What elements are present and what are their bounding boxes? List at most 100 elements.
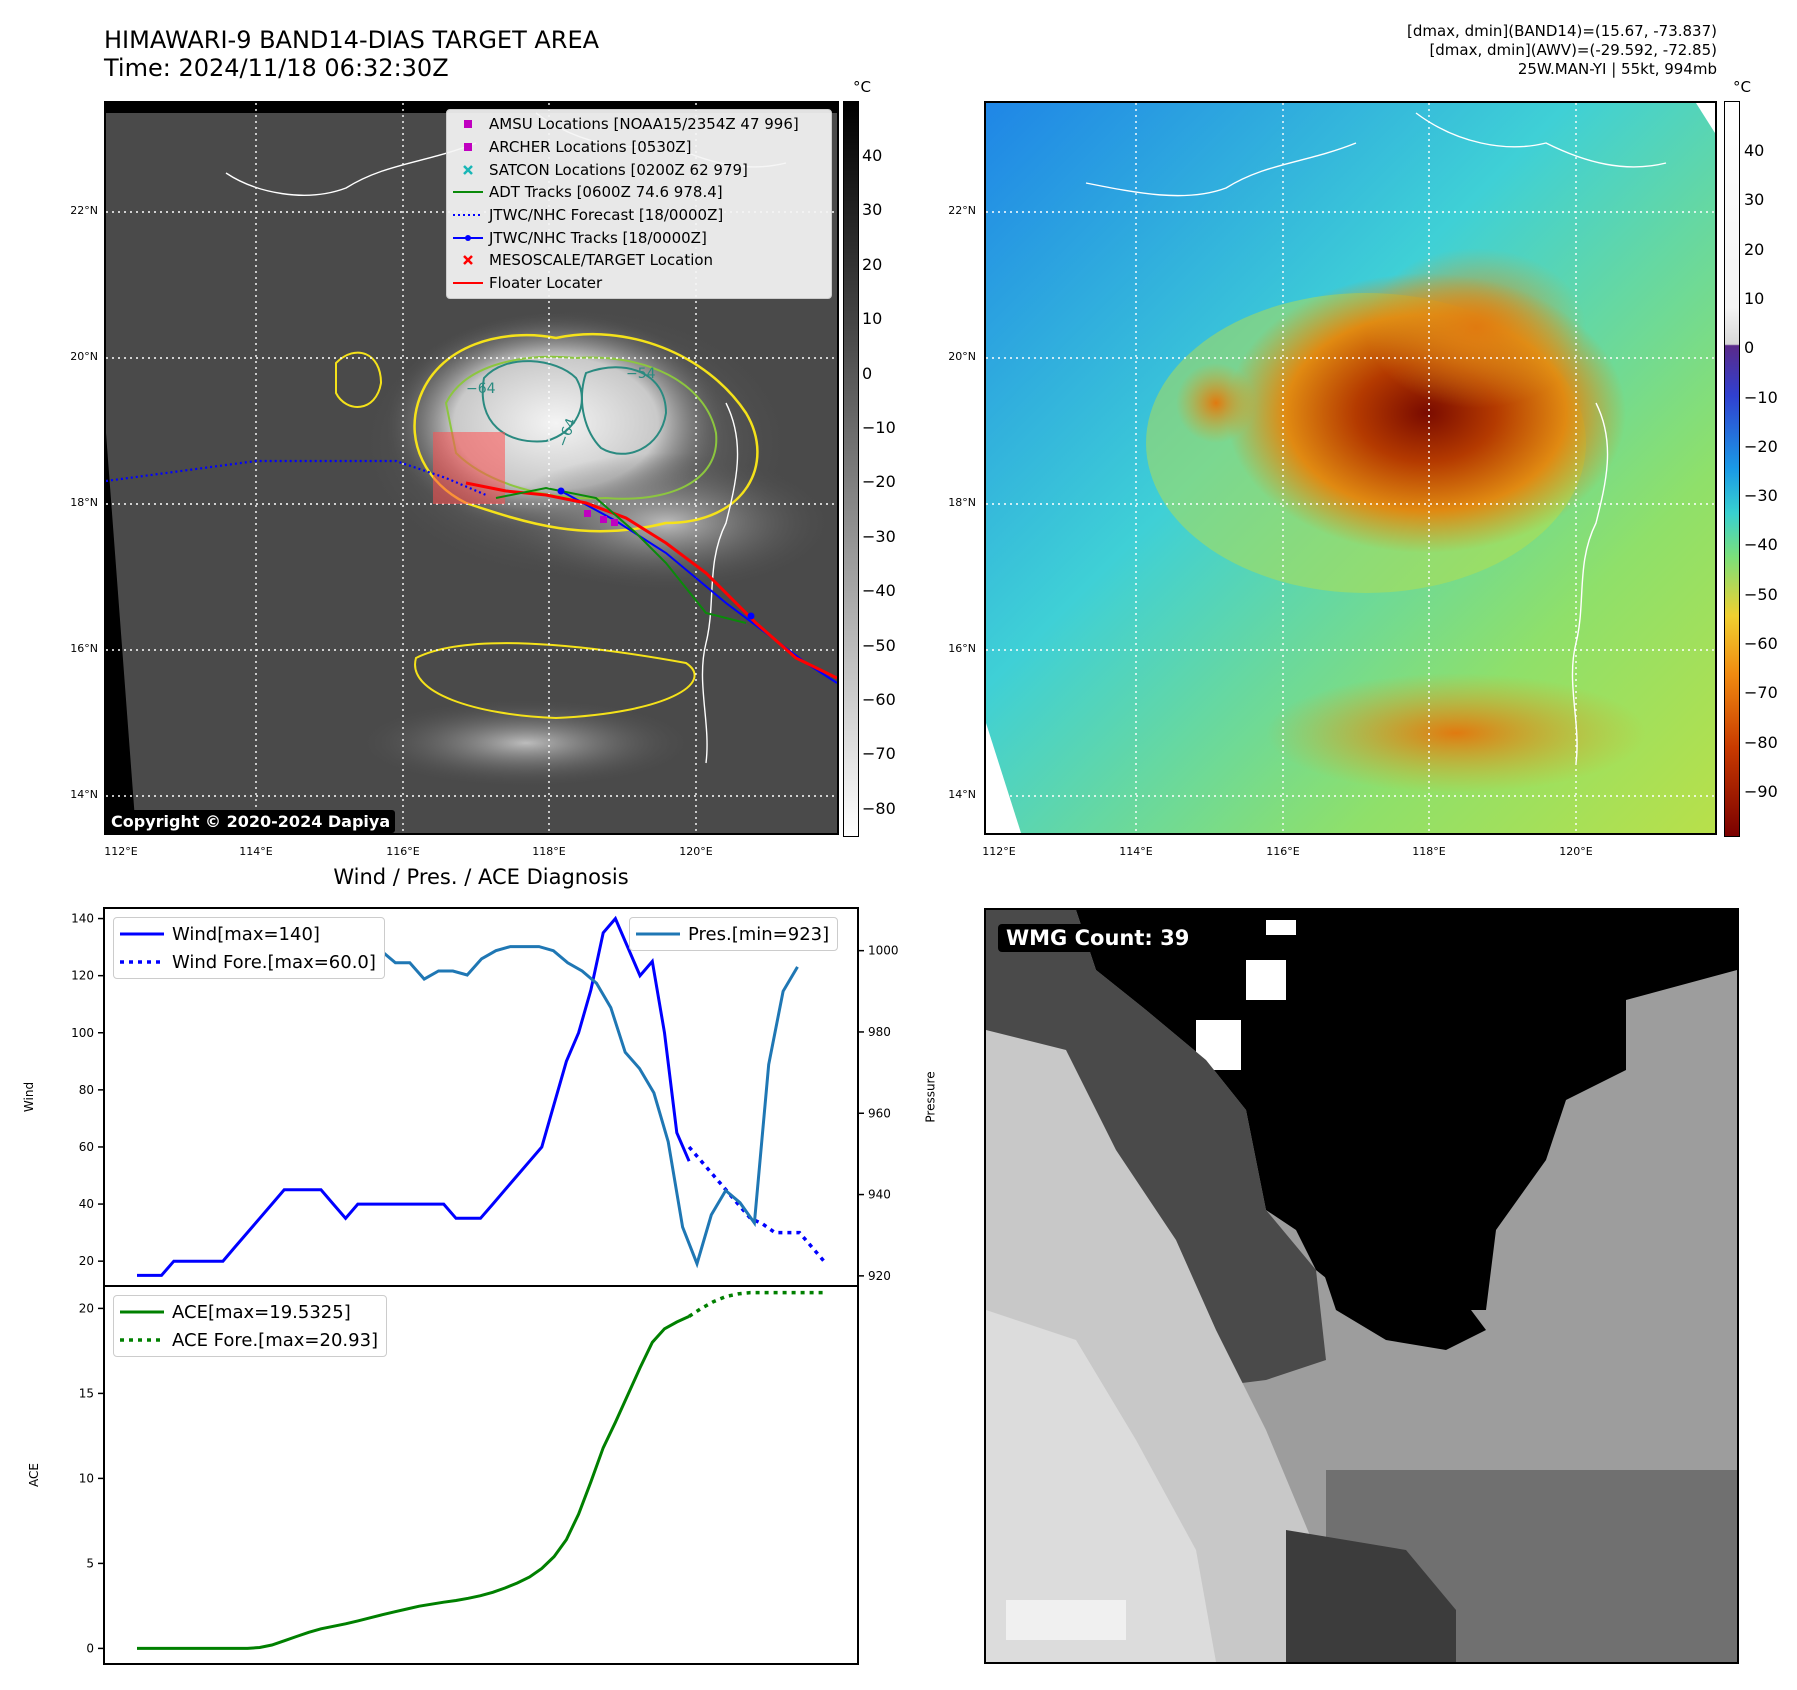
ir-legend-label: JTWC/NHC Tracks [18/0000Z] xyxy=(489,228,707,247)
floater-box xyxy=(433,432,505,504)
ace-legend-row: ACE[max=19.5325] xyxy=(120,1298,378,1326)
awv-lat-18: 18°N xyxy=(948,496,976,509)
ir-legend-label: Floater Locater xyxy=(489,274,603,293)
jtwc-forecast-track xyxy=(106,459,487,497)
storm-info: [dmax, dmin](BAND14)=(15.67, -73.837) [d… xyxy=(1407,22,1717,79)
ir-colorbar-tick: 30 xyxy=(862,200,883,220)
contour-south-band xyxy=(414,642,696,720)
wind-fore-legend-swatch xyxy=(120,960,164,964)
awv-colorbar-tick: −20 xyxy=(1744,436,1778,456)
contour-teal-2 xyxy=(580,366,668,455)
ir-colorbar-tick: −20 xyxy=(862,472,896,492)
wind-legend-row: Wind[max=140] xyxy=(120,920,376,948)
ir-legend-symbol xyxy=(447,254,489,266)
awv-patch-north xyxy=(1366,248,1586,408)
ace-tick-label: 5 xyxy=(86,1556,94,1570)
ir-legend-item: ARCHER Locations [0530Z] xyxy=(447,136,827,159)
coastline-luzon xyxy=(701,402,739,764)
wmg-white-patch-3 xyxy=(1266,920,1296,935)
ir-colorbar-tick: 20 xyxy=(862,254,883,274)
ir-legend-label: JTWC/NHC Forecast [18/0000Z] xyxy=(489,206,724,225)
wmg-count-label: WMG Count: 39 xyxy=(998,924,1198,952)
ir-legend-symbol xyxy=(447,164,489,176)
ace-fore-legend-swatch xyxy=(120,1338,164,1342)
figure-title: HIMAWARI-9 BAND14-DIAS TARGET AREA Time:… xyxy=(104,26,599,82)
pressure-legend: Pres.[min=923] xyxy=(629,917,839,951)
awv-coastline-luzon xyxy=(1571,402,1609,764)
ir-nodata-strip xyxy=(106,103,837,113)
ace-axes-frame xyxy=(103,1285,859,1665)
ir-legend-symbol xyxy=(447,141,489,153)
contour-label-1: −64 xyxy=(466,381,496,397)
awv-colorbar-unit: °C xyxy=(1733,78,1751,96)
ace-fore-legend-label: ACE Fore.[max=20.93] xyxy=(172,1329,379,1351)
ir-colorbar-tick: −40 xyxy=(862,581,896,601)
awv-colorbar-tick: −80 xyxy=(1744,732,1778,752)
awv-colorbar-tick: −10 xyxy=(1744,387,1778,407)
archer-marker-1 xyxy=(584,510,591,517)
awv-colorbar-tick: −40 xyxy=(1744,535,1778,555)
ir-lat-16: 16°N xyxy=(70,642,98,655)
awv-colorbar-tick: −70 xyxy=(1744,683,1778,703)
awv-image xyxy=(986,103,1715,833)
pressure-tick-label: 980 xyxy=(868,1025,891,1039)
ir-colorbar-tick: −30 xyxy=(862,526,896,546)
wind-tick-label: 120 xyxy=(71,969,94,983)
awv-lat-20: 20°N xyxy=(948,350,976,363)
diagnosis-title: Wind / Pres. / ACE Diagnosis xyxy=(333,865,629,889)
ace-forecast-series xyxy=(688,1290,824,1318)
ir-legend-label: SATCON Locations [0200Z 62 979] xyxy=(489,160,748,179)
ir-lat-14: 14°N xyxy=(70,788,98,801)
pressure-legend-label: Pres.[min=923] xyxy=(688,923,830,945)
wind-series xyxy=(137,915,691,1277)
awv-colorbar-tick: 20 xyxy=(1744,239,1765,259)
info-band14: [dmax, dmin](BAND14)=(15.67, -73.837) xyxy=(1406,22,1717,40)
contour-small-west xyxy=(335,351,383,408)
ir-legend-symbol xyxy=(447,280,489,286)
ir-colorbar-tick: 10 xyxy=(862,309,883,329)
awv-lon-118: 118°E xyxy=(1412,845,1446,858)
awv-colorbar-tick: −90 xyxy=(1744,781,1778,801)
ir-lon-114: 114°E xyxy=(239,845,273,858)
contour-label-2: −54 xyxy=(626,366,656,382)
ir-lat-18: 18°N xyxy=(70,496,98,509)
pressure-tick-group: 1000 980 960 940 920 xyxy=(858,944,899,1283)
ir-colorbar-tick: −10 xyxy=(862,418,896,437)
wind-fore-legend-row: Wind Fore.[max=60.0] xyxy=(120,948,376,976)
ace-legend: ACE[max=19.5325] ACE Fore.[max=20.93] xyxy=(113,1295,388,1357)
wind-legend: Wind[max=140] Wind Fore.[max=60.0] xyxy=(113,917,385,979)
ir-colorbar-tick: 40 xyxy=(862,146,883,165)
wmg-image xyxy=(986,910,1737,1662)
ir-legend-label: AMSU Locations [NOAA15/2354Z 47 996] xyxy=(489,115,799,134)
pressure-tick-label: 1000 xyxy=(868,944,899,958)
ir-colorbar-tick: −70 xyxy=(862,744,896,764)
ir-colorbar-tick: −80 xyxy=(862,798,896,818)
awv-lat-22: 22°N xyxy=(948,204,976,217)
info-awv: [dmax, dmin](AWV)=(-29.592, -72.85) xyxy=(1429,41,1717,59)
ir-legend-item: Floater Locater xyxy=(447,272,827,295)
cloud-cluster-bottom xyxy=(356,698,696,788)
wind-tick-group: 140 120 100 80 60 40 20 xyxy=(71,912,104,1268)
awv-lon-116: 116°E xyxy=(1266,845,1300,858)
title-line-2: Time: 2024/11/18 06:32:30Z xyxy=(104,54,449,82)
adt-track xyxy=(495,486,747,624)
awv-colorbar xyxy=(1724,101,1740,837)
ace-legend-label: ACE[max=19.5325] xyxy=(172,1301,351,1323)
wind-forecast-series xyxy=(687,1145,826,1263)
ir-lon-120: 120°E xyxy=(679,845,713,858)
info-storm: 25W.MAN-YI | 55kt, 994mb xyxy=(1517,60,1717,78)
wmg-white-patch-4 xyxy=(1006,1600,1126,1640)
awv-colorbar-tick: 10 xyxy=(1744,288,1765,308)
wmg-lighter-region xyxy=(986,1310,1216,1662)
pressure-legend-row: Pres.[min=923] xyxy=(636,920,829,948)
wind-tick-label: 80 xyxy=(79,1083,94,1097)
ir-colorbar xyxy=(843,101,859,837)
jtwc-point-2 xyxy=(747,612,755,620)
wind-tick-label: 20 xyxy=(79,1254,94,1268)
wmg-black-region xyxy=(1076,910,1737,1310)
ir-legend: AMSU Locations [NOAA15/2354Z 47 996] ARCH… xyxy=(446,109,832,299)
ace-tick-group: 20 15 10 5 0 xyxy=(79,1301,104,1655)
ace-series xyxy=(137,1315,690,1650)
ir-legend-label: ADT Tracks [0600Z 74.6 978.4] xyxy=(489,183,723,202)
